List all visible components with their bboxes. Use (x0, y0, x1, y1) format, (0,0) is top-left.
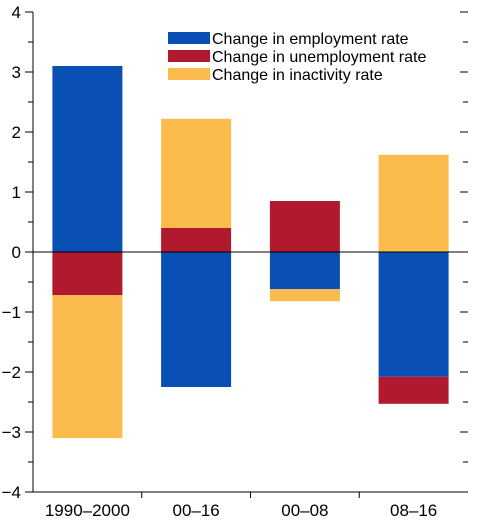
bar-series-2-1 (161, 118, 232, 228)
x-tick-label-3: 08–16 (390, 501, 437, 520)
x-tick-label-1: 00–16 (172, 501, 219, 520)
legend-label-2: Change in inactivity rate (212, 67, 383, 84)
y-tick-label-5: 1 (12, 183, 21, 202)
bar-series-0-3 (378, 252, 449, 377)
bar-series-0-1 (161, 252, 232, 387)
bar-series-0-2 (269, 252, 340, 290)
bar-series-2-2 (269, 289, 340, 302)
legend-label-0: Change in employment rate (212, 31, 409, 48)
bar-series-2-3 (378, 154, 449, 252)
y-tick-label-0: −4 (2, 483, 21, 502)
legend-swatch-0 (168, 32, 210, 44)
x-tick-label-0: 1990–2000 (45, 501, 130, 520)
legend-label-1: Change in unemployment rate (212, 49, 426, 66)
y-tick-label-7: 3 (12, 63, 21, 82)
y-tick-label-4: 0 (12, 243, 21, 262)
bar-series-1-2 (269, 201, 340, 252)
y-tick-label-1: −3 (2, 423, 21, 442)
x-tick-label-2: 00–08 (281, 501, 328, 520)
y-tick-label-8: 4 (12, 3, 21, 22)
bar-series-1-3 (378, 376, 449, 404)
legend-swatch-2 (168, 68, 210, 80)
y-tick-label-6: 2 (12, 123, 21, 142)
bar-series-2-0 (52, 295, 123, 438)
axes-group: −4 −3 −2 −1 0 1 2 3 4 1990–2000 00–16 00–08 08–16 (2, 3, 468, 520)
legend-swatch-1 (168, 50, 210, 62)
bar-series-1-0 (52, 252, 123, 296)
bar-series-1-1 (161, 228, 232, 252)
y-tick-label-3: −1 (2, 303, 21, 322)
y-tick-label-2: −2 (2, 363, 21, 382)
bar-series-0-0 (52, 66, 123, 252)
bars-group (52, 66, 449, 438)
